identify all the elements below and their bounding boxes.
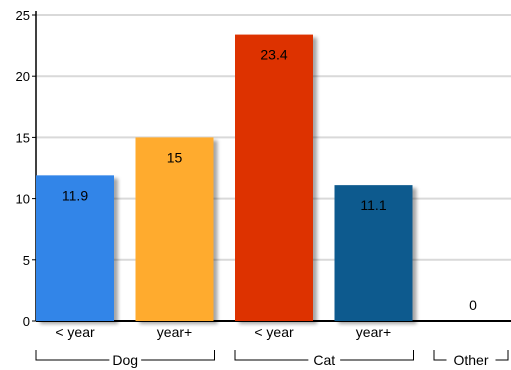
data-labels: 11.9 15 23.4 11.1 0 — [62, 47, 477, 313]
group-bracket — [234, 350, 309, 361]
y-tick-label: 0 — [23, 314, 30, 329]
group-bracket — [141, 350, 215, 361]
y-tick-label: 20 — [16, 69, 30, 84]
bar — [36, 175, 114, 321]
x-tick-label: < year — [254, 324, 294, 340]
data-label: 11.9 — [62, 187, 88, 203]
data-label: 15 — [167, 149, 183, 165]
group-bracket — [433, 350, 447, 361]
group-bracket — [340, 350, 414, 361]
axes: 0 5 10 15 20 25 — [16, 8, 511, 329]
group-label: Other — [453, 352, 488, 368]
group-label: Cat — [313, 352, 335, 368]
y-tick-label: 25 — [16, 8, 30, 23]
x-tick-labels: < year year+ < year year+ — [55, 324, 391, 340]
y-tick-label: 10 — [16, 192, 30, 207]
data-label: 23.4 — [260, 47, 287, 63]
data-label: 11.1 — [360, 197, 386, 213]
x-tick-label: year+ — [356, 324, 391, 340]
data-label: 0 — [469, 297, 477, 313]
group-bracket — [35, 350, 110, 361]
x-tick-label: < year — [55, 324, 95, 340]
bar — [135, 137, 214, 321]
group-bracket — [495, 350, 509, 361]
y-tick-label: 15 — [16, 130, 30, 145]
y-tick-label: 5 — [23, 253, 30, 268]
bars — [36, 34, 413, 322]
group-label: Dog — [112, 352, 138, 368]
group-labels: Dog Cat Other — [35, 350, 509, 368]
x-tick-label: year+ — [157, 324, 192, 340]
bar — [235, 34, 313, 322]
bar — [334, 185, 413, 321]
